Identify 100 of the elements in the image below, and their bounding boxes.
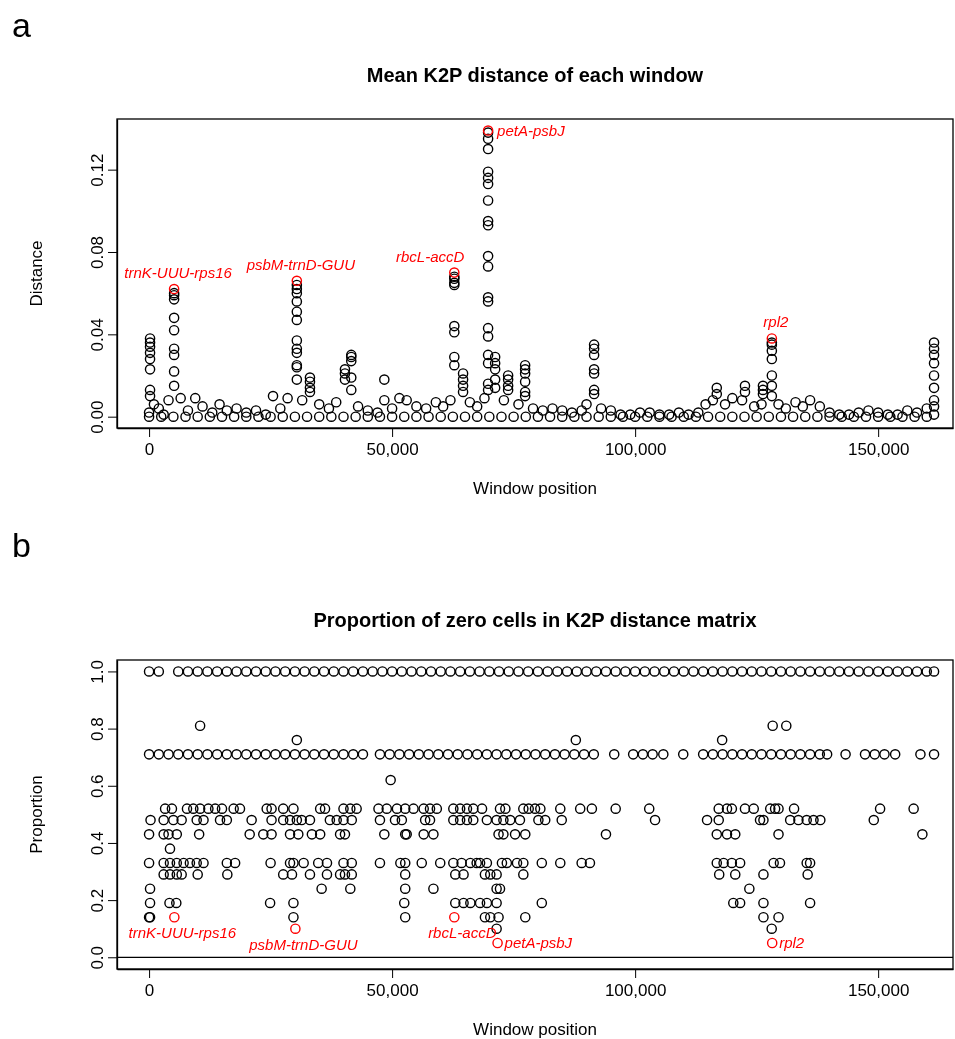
point xyxy=(766,390,778,402)
point xyxy=(815,814,826,826)
point xyxy=(491,883,502,894)
point xyxy=(482,331,494,342)
point xyxy=(493,911,504,923)
point xyxy=(346,814,358,826)
point xyxy=(143,857,155,869)
point xyxy=(194,720,206,732)
point xyxy=(588,349,600,361)
point xyxy=(773,911,784,923)
point xyxy=(482,195,494,206)
point xyxy=(284,814,296,826)
point xyxy=(379,829,390,840)
point xyxy=(304,814,316,826)
point xyxy=(774,857,786,869)
point xyxy=(159,803,171,814)
point xyxy=(168,312,180,324)
point xyxy=(928,382,940,394)
point xyxy=(144,337,156,348)
point xyxy=(482,219,494,231)
point xyxy=(496,857,508,869)
point xyxy=(493,829,504,840)
point xyxy=(588,364,600,375)
point xyxy=(291,343,303,355)
point xyxy=(216,803,228,814)
point xyxy=(158,857,169,869)
point xyxy=(728,897,739,909)
point xyxy=(266,814,277,826)
point xyxy=(804,857,816,869)
y-tick-label: 0.8 xyxy=(88,717,107,741)
y-tick-label: 0.0 xyxy=(88,945,107,970)
point xyxy=(716,734,728,746)
point xyxy=(484,869,496,880)
point xyxy=(928,337,940,348)
point xyxy=(391,803,403,814)
point xyxy=(766,937,778,949)
y-axis-title: Proportion xyxy=(27,775,46,854)
point xyxy=(246,814,257,826)
point xyxy=(764,803,776,814)
point xyxy=(481,814,493,826)
point xyxy=(489,382,501,394)
point xyxy=(277,814,289,826)
point xyxy=(535,803,546,814)
point xyxy=(428,883,439,894)
point xyxy=(588,388,600,400)
point xyxy=(284,857,296,869)
point xyxy=(588,339,600,350)
point xyxy=(928,370,940,381)
point xyxy=(482,349,494,361)
point xyxy=(491,869,502,880)
point xyxy=(291,335,303,346)
annotation: petA-psbJ xyxy=(496,121,566,139)
annotation: trnK-UUU-rps16 xyxy=(124,264,233,282)
point xyxy=(288,857,299,869)
point xyxy=(780,720,792,732)
point xyxy=(291,296,303,307)
point xyxy=(767,720,778,732)
point xyxy=(471,857,482,869)
point xyxy=(418,829,429,840)
point xyxy=(288,911,299,923)
point xyxy=(345,372,357,383)
point xyxy=(498,829,509,840)
point xyxy=(454,803,466,814)
point xyxy=(482,322,494,334)
point xyxy=(334,829,346,840)
point xyxy=(729,829,741,840)
point xyxy=(729,869,741,880)
chart-title: Mean K2P distance of each window xyxy=(366,64,704,86)
point xyxy=(291,314,303,326)
point xyxy=(584,857,596,869)
point xyxy=(758,897,769,909)
point xyxy=(194,803,206,814)
point xyxy=(339,368,351,379)
point xyxy=(554,803,566,814)
point xyxy=(754,814,766,826)
point xyxy=(277,869,289,880)
point xyxy=(721,829,733,840)
point xyxy=(321,869,333,880)
point xyxy=(701,814,713,826)
point xyxy=(788,803,800,814)
annotation: trnK-UUU-rps16 xyxy=(128,924,237,942)
point xyxy=(482,384,494,396)
point xyxy=(744,883,755,894)
point xyxy=(399,883,411,894)
point xyxy=(576,857,587,869)
point xyxy=(176,869,187,880)
point xyxy=(266,829,277,840)
point xyxy=(449,320,460,332)
point xyxy=(214,814,226,826)
point xyxy=(291,306,303,317)
point xyxy=(489,374,501,385)
point xyxy=(345,883,356,894)
point xyxy=(448,857,459,869)
point xyxy=(306,829,318,840)
point xyxy=(408,803,419,814)
point xyxy=(191,814,203,826)
y-tick-label: 0.00 xyxy=(88,400,107,434)
point xyxy=(784,814,796,826)
point xyxy=(482,178,494,190)
y-tick-label: 0.4 xyxy=(88,831,107,856)
